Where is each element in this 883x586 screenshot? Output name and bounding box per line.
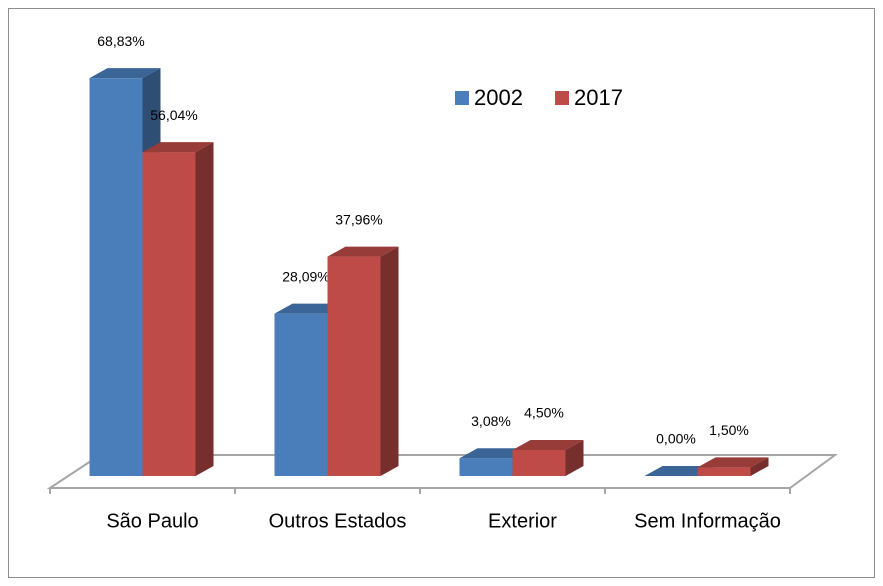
bar-front (274, 313, 328, 476)
data-label: 4,50% (524, 405, 564, 421)
bar-top (142, 142, 214, 153)
data-label: 56,04% (150, 107, 197, 123)
x-tick-label: São Paulo (106, 510, 198, 532)
bar-top (512, 439, 584, 450)
data-label: 28,09% (282, 268, 329, 284)
data-label: 37,96% (335, 211, 382, 227)
bar-front (327, 256, 381, 476)
bar-top (327, 246, 399, 257)
bar-front (142, 152, 196, 476)
bar-side (565, 439, 584, 476)
data-label: 68,83% (97, 33, 144, 49)
x-tick-label: Outros Estados (269, 510, 407, 532)
data-label: 1,50% (709, 422, 749, 438)
data-label: 3,08% (471, 413, 511, 429)
x-tick-label: Sem Informação (634, 510, 781, 532)
legend-label: 2002 (474, 85, 523, 110)
legend-swatch (555, 91, 569, 105)
bar-top (89, 68, 161, 79)
bar (697, 457, 769, 476)
legend-label: 2017 (574, 85, 623, 110)
x-tick-label: Exterior (488, 510, 557, 532)
bar-front (697, 467, 751, 476)
bar-side (380, 246, 399, 476)
legend-swatch (455, 91, 469, 105)
bar (512, 439, 584, 476)
bar-front (512, 449, 566, 476)
data-label: 0,00% (656, 431, 696, 447)
floor (46, 454, 839, 489)
bar (327, 246, 399, 476)
bar-side (195, 142, 214, 476)
bar (142, 142, 214, 476)
bar-side (750, 457, 769, 476)
bar-top (697, 457, 769, 468)
bar-front (459, 458, 513, 476)
bar-front (89, 78, 143, 476)
